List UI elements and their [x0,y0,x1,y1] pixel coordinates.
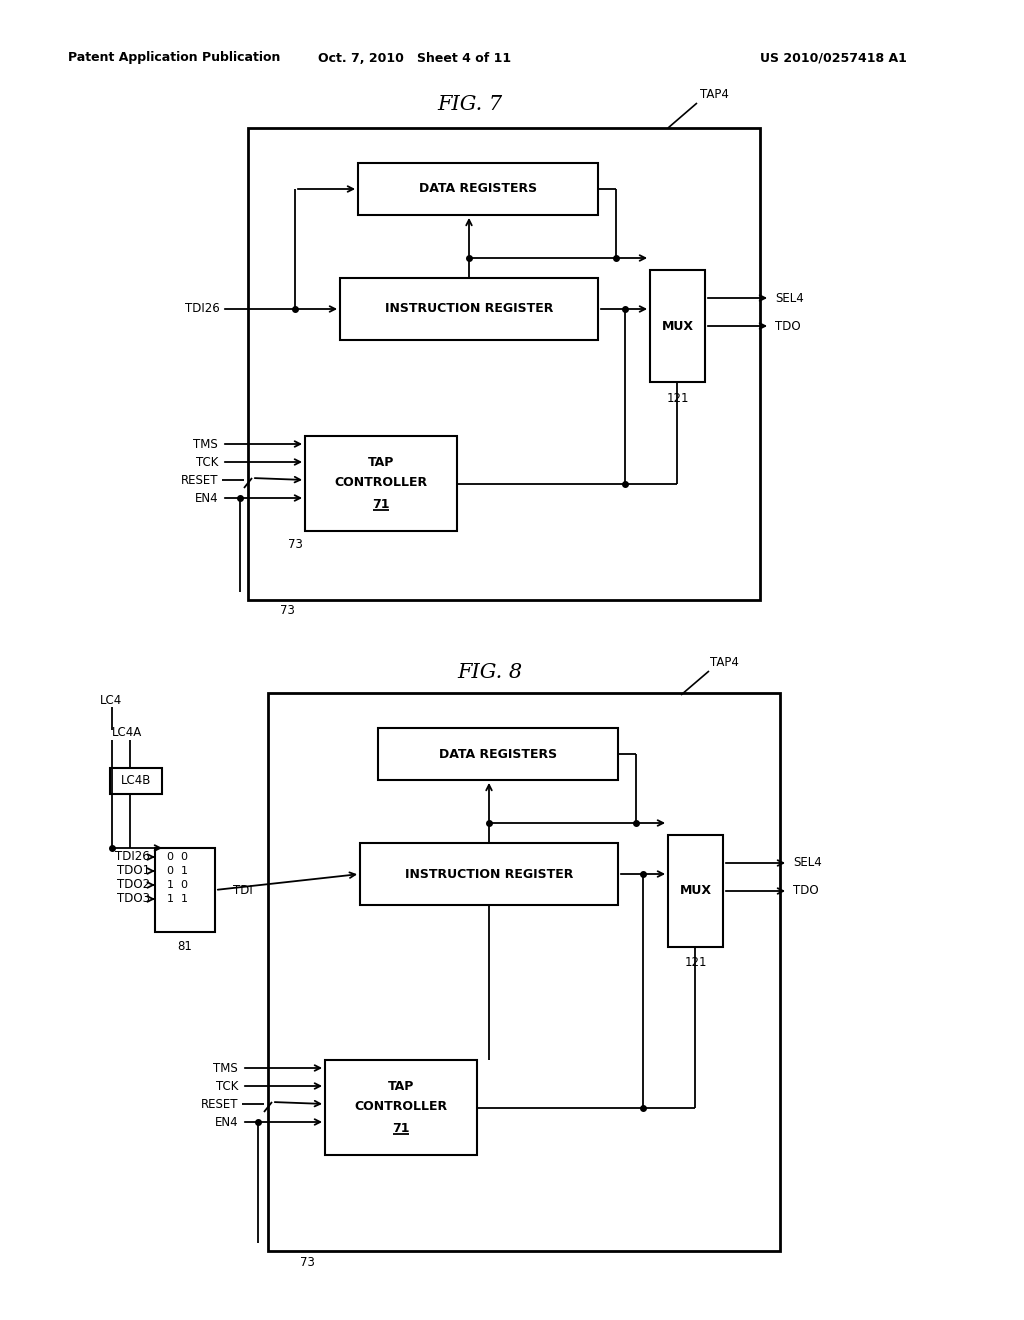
Text: TDO: TDO [793,884,818,898]
Text: US 2010/0257418 A1: US 2010/0257418 A1 [760,51,907,65]
Text: TCK: TCK [216,1080,238,1093]
Text: 1: 1 [167,894,173,904]
Bar [378,729,618,780]
Text: TDO2: TDO2 [117,879,150,891]
Text: EN4: EN4 [214,1115,238,1129]
Text: MUX: MUX [662,319,693,333]
Text: 0: 0 [180,880,187,890]
Text: TDO3: TDO3 [117,892,150,906]
Text: RESET: RESET [201,1097,238,1110]
Text: 81: 81 [177,940,193,953]
Text: TDO: TDO [775,319,801,333]
Text: 0: 0 [180,851,187,862]
Text: TDI: TDI [233,883,253,896]
Text: LC4A: LC4A [112,726,142,739]
Text: 1: 1 [180,894,187,904]
Text: TMS: TMS [213,1061,238,1074]
Bar [340,279,598,341]
Text: DATA REGISTERS: DATA REGISTERS [419,182,537,195]
Text: TAP4: TAP4 [710,656,739,669]
Text: Oct. 7, 2010   Sheet 4 of 11: Oct. 7, 2010 Sheet 4 of 11 [318,51,512,65]
Text: Patent Application Publication: Patent Application Publication [68,51,281,65]
Bar [650,271,705,381]
Bar [325,1060,477,1155]
Text: TCK: TCK [196,455,218,469]
Text: TAP4: TAP4 [700,88,729,102]
Text: 0: 0 [167,866,173,876]
Text: TDO1: TDO1 [117,865,150,878]
Bar [305,436,457,531]
Bar [360,843,618,906]
Text: 71: 71 [392,1122,410,1134]
Text: INSTRUCTION REGISTER: INSTRUCTION REGISTER [385,302,553,315]
Text: CONTROLLER: CONTROLLER [354,1100,447,1113]
Text: LC4: LC4 [100,693,122,706]
Text: 73: 73 [280,603,295,616]
Text: CONTROLLER: CONTROLLER [335,475,428,488]
Text: TAP: TAP [368,455,394,469]
Text: 71: 71 [373,498,390,511]
Text: 121: 121 [684,957,707,969]
Bar [110,768,162,795]
Text: 1: 1 [180,866,187,876]
Text: RESET: RESET [180,474,218,487]
Text: TDI26: TDI26 [185,302,220,315]
Bar [668,836,723,946]
Bar [155,847,215,932]
Text: 121: 121 [667,392,689,404]
Text: 0: 0 [167,851,173,862]
Text: EN4: EN4 [195,491,218,504]
Text: SEL4: SEL4 [775,292,804,305]
Bar [268,693,780,1251]
Text: MUX: MUX [680,884,712,898]
Text: DATA REGISTERS: DATA REGISTERS [439,747,557,760]
Text: LC4B: LC4B [121,775,152,788]
Text: TDI26: TDI26 [116,850,150,863]
Bar [358,162,598,215]
Text: 1: 1 [167,880,173,890]
Text: FIG. 8: FIG. 8 [458,663,522,681]
Text: INSTRUCTION REGISTER: INSTRUCTION REGISTER [404,867,573,880]
Text: TMS: TMS [194,437,218,450]
Text: 73: 73 [300,1257,314,1270]
Bar [248,128,760,601]
Text: FIG. 7: FIG. 7 [437,95,503,115]
Text: 73: 73 [288,539,302,552]
Text: TAP: TAP [388,1080,414,1093]
Text: SEL4: SEL4 [793,857,821,870]
